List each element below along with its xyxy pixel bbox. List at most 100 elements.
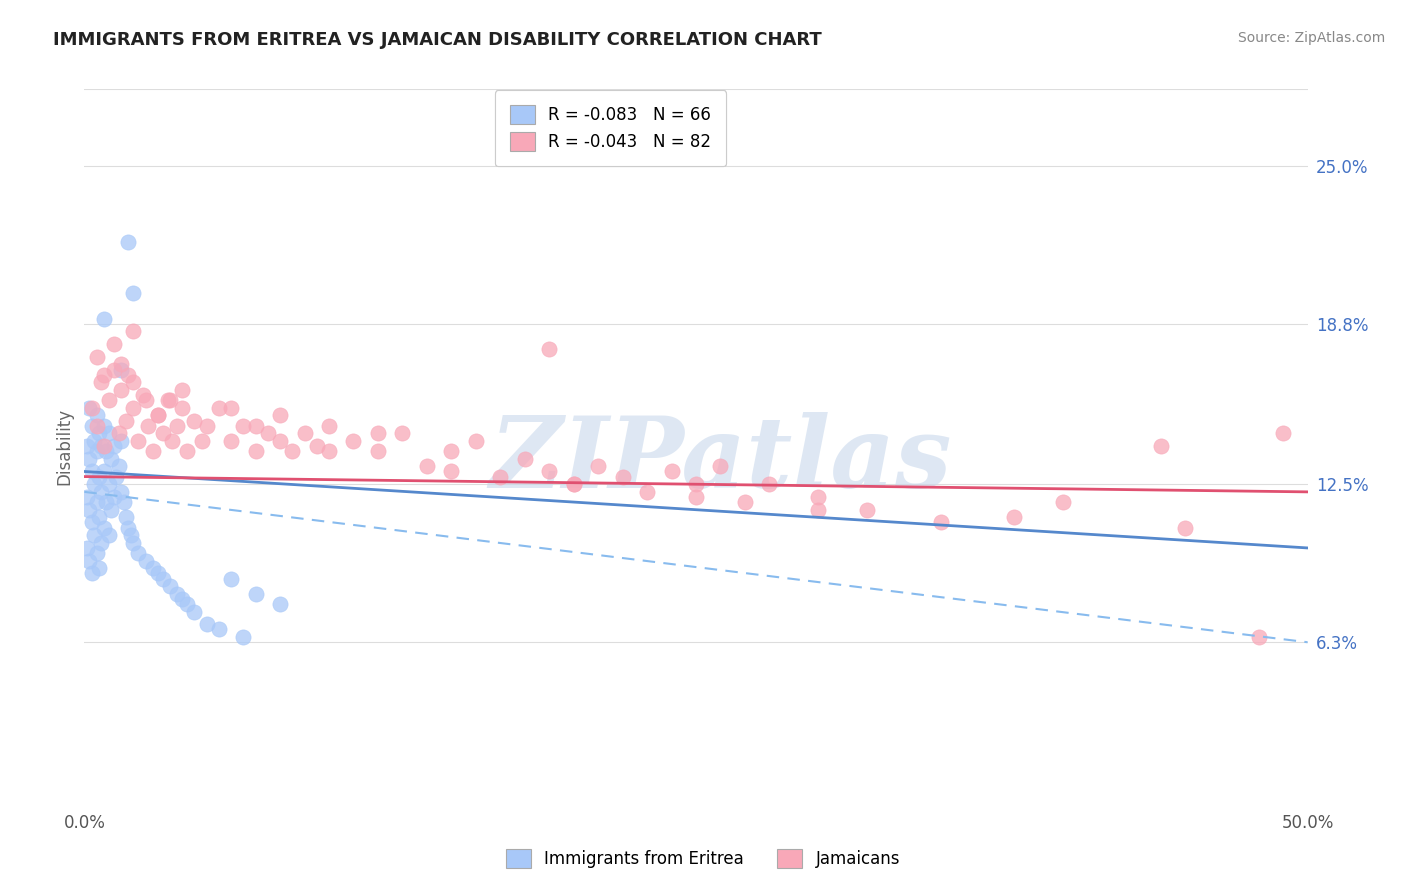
Point — [90, 376, 112, 390]
Point — [86, 495, 108, 509]
Point — [172, 591, 194, 606]
Point — [464, 434, 486, 448]
Point — [245, 444, 267, 458]
Point — [416, 459, 439, 474]
Point — [709, 459, 731, 474]
Point — [97, 426, 120, 441]
Point — [103, 337, 125, 351]
Point — [87, 510, 110, 524]
Point — [636, 484, 658, 499]
Point — [183, 413, 205, 427]
Point — [440, 465, 463, 479]
Point — [117, 235, 139, 249]
Point — [115, 510, 138, 524]
Point — [122, 376, 145, 390]
Point — [219, 401, 242, 415]
Point — [127, 546, 149, 560]
Point — [77, 502, 100, 516]
Point — [159, 393, 181, 408]
Text: ZIPatlas: ZIPatlas — [489, 412, 952, 508]
Point — [105, 469, 128, 483]
Point — [80, 418, 103, 433]
Text: IMMIGRANTS FROM ERITREA VS JAMAICAN DISABILITY CORRELATION CHART: IMMIGRANTS FROM ERITREA VS JAMAICAN DISA… — [53, 31, 823, 49]
Point — [97, 528, 120, 542]
Point — [135, 554, 157, 568]
Point — [1247, 630, 1270, 644]
Point — [758, 477, 780, 491]
Point — [93, 465, 115, 479]
Point — [661, 465, 683, 479]
Legend: R = -0.083   N = 66, R = -0.043   N = 82: R = -0.083 N = 66, R = -0.043 N = 82 — [495, 90, 725, 166]
Point — [232, 630, 254, 644]
Point — [1174, 520, 1197, 534]
Point — [107, 459, 129, 474]
Point — [93, 418, 115, 433]
Point — [77, 401, 100, 415]
Point — [122, 324, 145, 338]
Point — [294, 426, 316, 441]
Point — [159, 579, 181, 593]
Point — [146, 409, 169, 423]
Point — [97, 393, 120, 408]
Point — [132, 388, 155, 402]
Point — [93, 439, 115, 453]
Point — [80, 401, 103, 415]
Point — [191, 434, 214, 448]
Point — [122, 401, 145, 415]
Point — [77, 554, 100, 568]
Point — [80, 465, 103, 479]
Point — [122, 536, 145, 550]
Point — [110, 434, 132, 448]
Point — [146, 566, 169, 581]
Point — [142, 444, 165, 458]
Point — [929, 516, 952, 530]
Point — [156, 393, 179, 408]
Point — [367, 426, 389, 441]
Point — [117, 520, 139, 534]
Point — [172, 401, 194, 415]
Point — [440, 444, 463, 458]
Point — [100, 502, 122, 516]
Point — [136, 418, 159, 433]
Point — [245, 418, 267, 433]
Point — [1150, 439, 1173, 453]
Point — [83, 528, 105, 542]
Point — [110, 358, 132, 372]
Point — [245, 587, 267, 601]
Point — [176, 444, 198, 458]
Point — [86, 546, 108, 560]
Point — [166, 587, 188, 601]
Point — [318, 418, 340, 433]
Y-axis label: Disability: Disability — [55, 408, 73, 484]
Point — [391, 426, 413, 441]
Point — [269, 597, 291, 611]
Point — [135, 393, 157, 408]
Point — [93, 520, 115, 534]
Point — [110, 362, 132, 376]
Point — [86, 418, 108, 433]
Point — [538, 342, 561, 356]
Point — [76, 490, 98, 504]
Point — [80, 566, 103, 581]
Point — [367, 444, 389, 458]
Point — [76, 439, 98, 453]
Point — [734, 495, 756, 509]
Point — [685, 490, 707, 504]
Point — [208, 623, 231, 637]
Point — [281, 444, 304, 458]
Point — [176, 597, 198, 611]
Point — [152, 426, 174, 441]
Point — [586, 459, 609, 474]
Point — [257, 426, 280, 441]
Point — [219, 434, 242, 448]
Point — [115, 413, 138, 427]
Point — [562, 477, 585, 491]
Point — [97, 477, 120, 491]
Point — [76, 541, 98, 555]
Point — [269, 409, 291, 423]
Point — [112, 495, 135, 509]
Point — [562, 477, 585, 491]
Point — [856, 502, 879, 516]
Point — [195, 617, 218, 632]
Point — [513, 451, 536, 466]
